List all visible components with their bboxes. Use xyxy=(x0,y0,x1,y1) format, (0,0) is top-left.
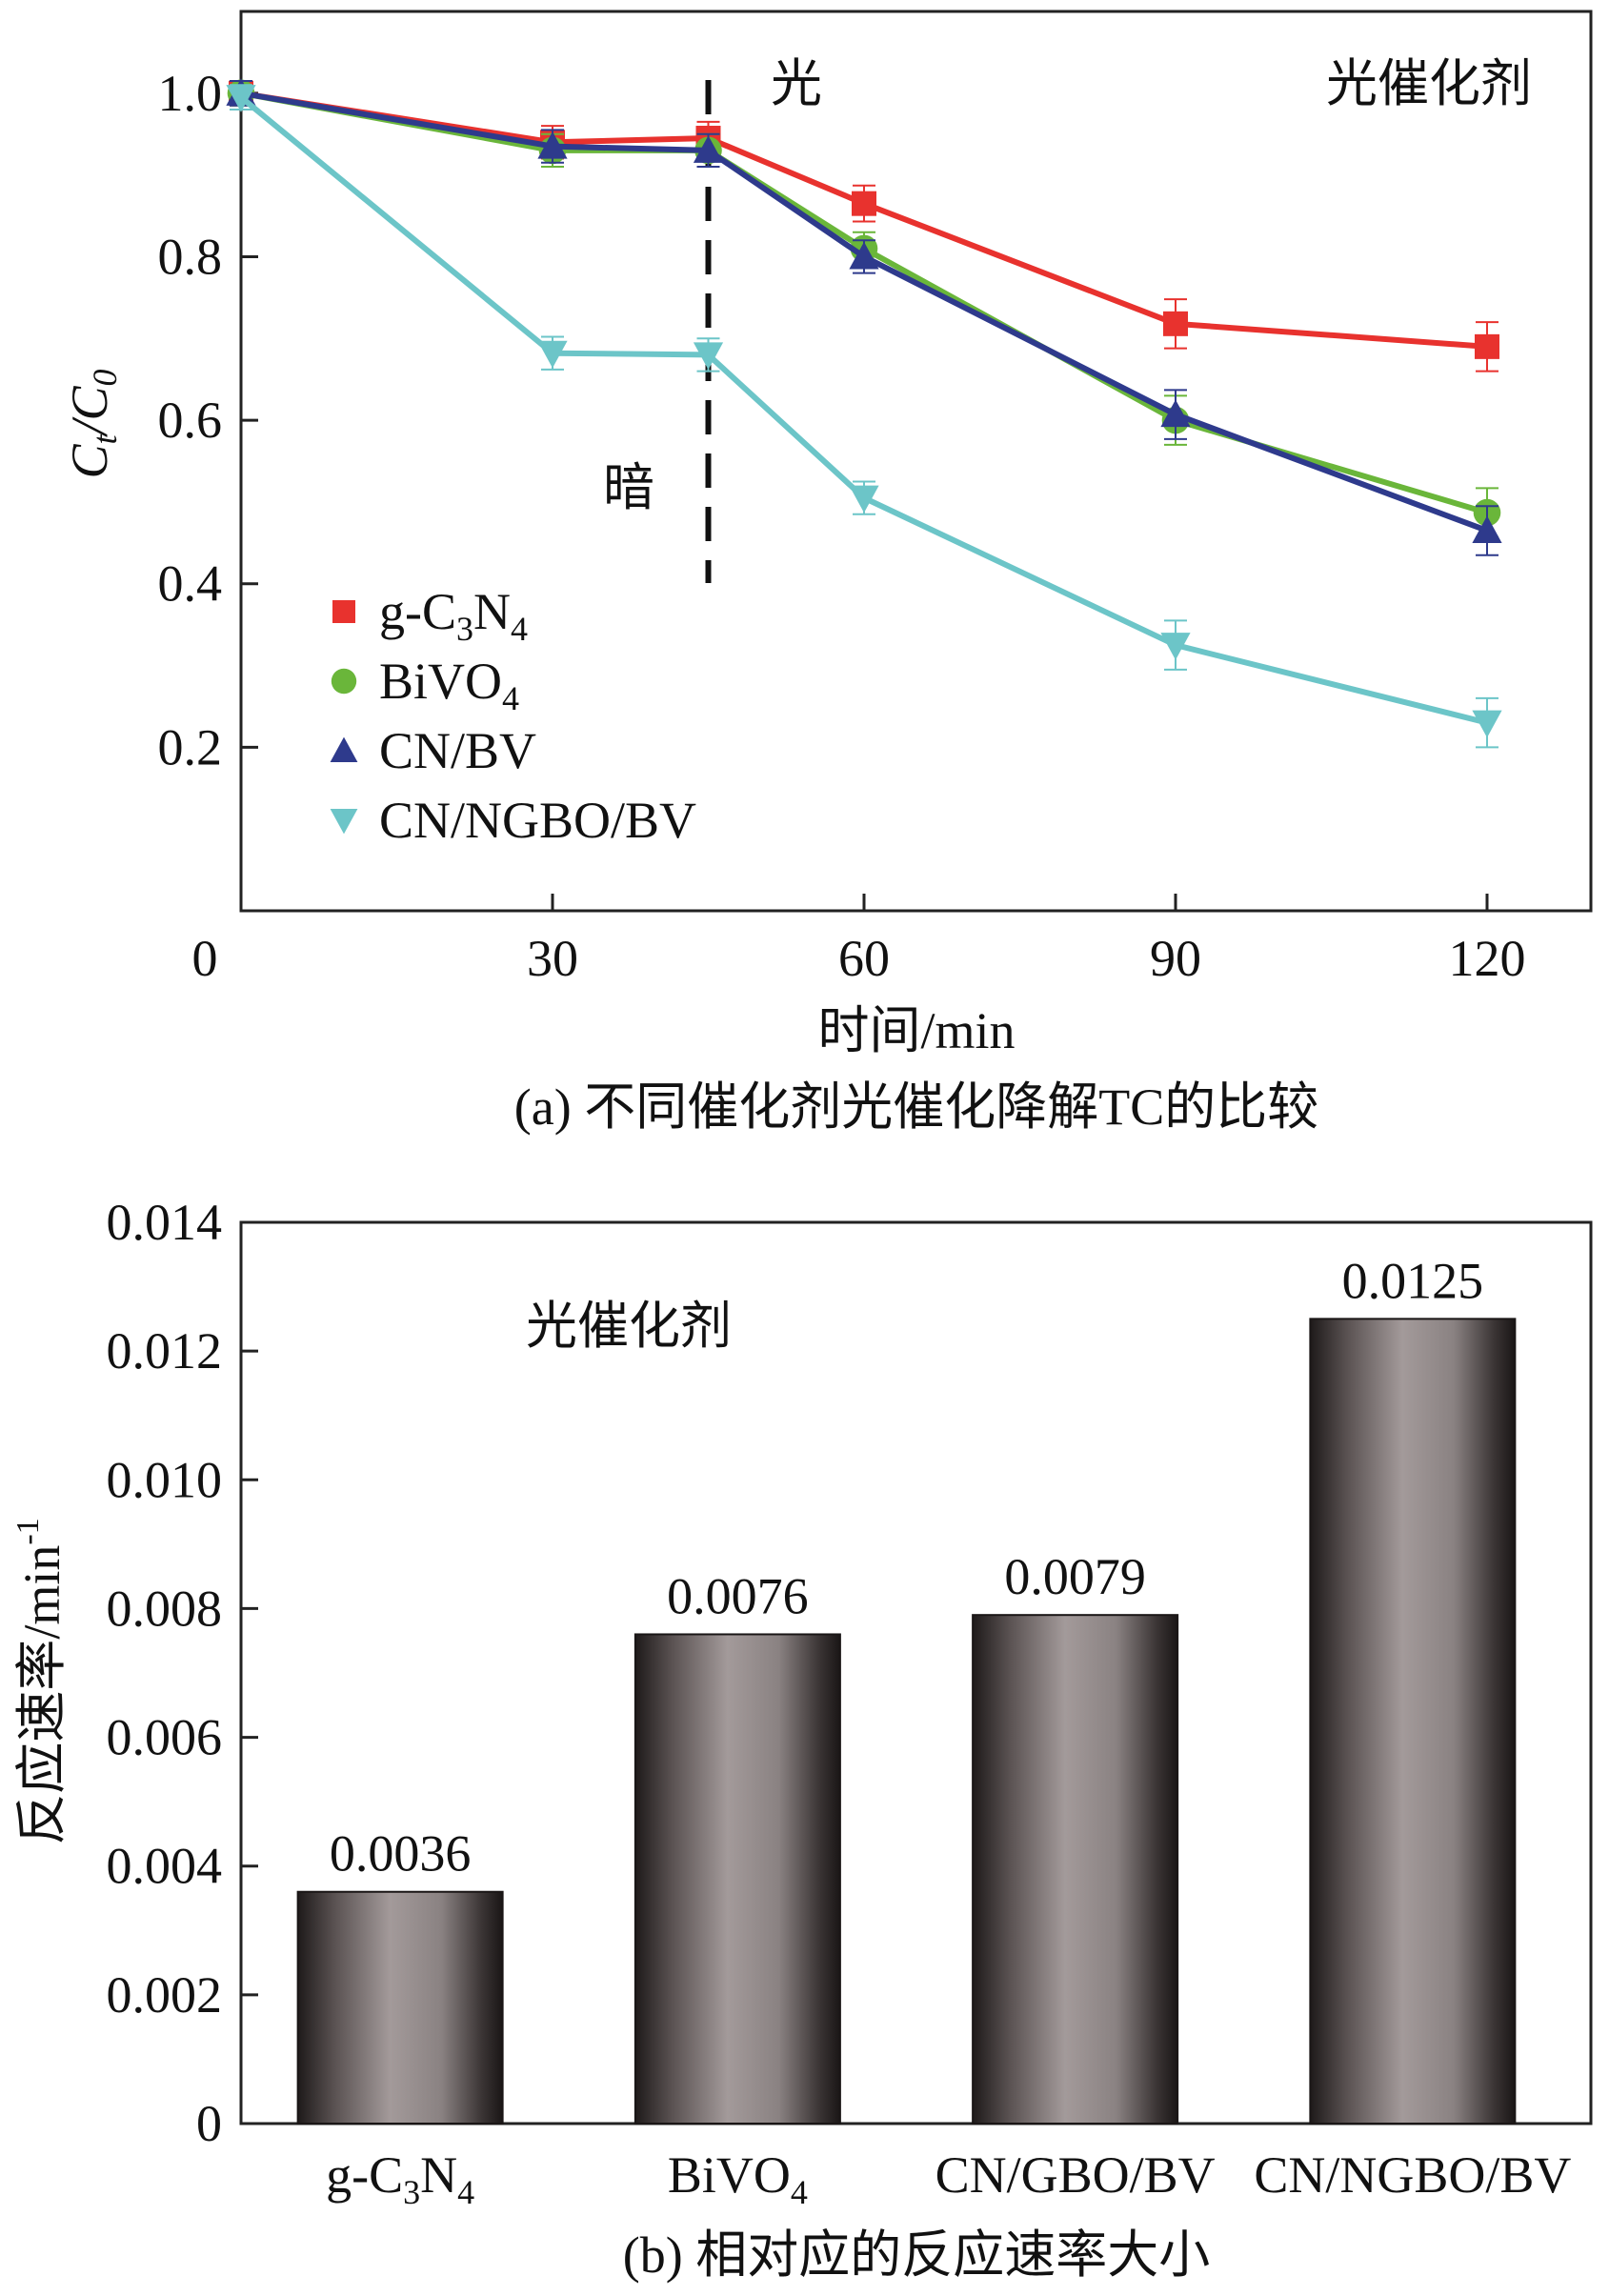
y-axis-label: 反应速率/min-1 xyxy=(10,1518,70,1844)
data-point xyxy=(1472,710,1502,738)
x-axis-label: 时间/min xyxy=(817,1002,1015,1059)
data-point xyxy=(849,241,879,270)
plot-frame xyxy=(239,10,1593,913)
data-point xyxy=(1160,399,1191,428)
data-point xyxy=(1163,311,1188,336)
y-tick-label: 0.004 xyxy=(107,1838,223,1895)
series-cn-bv xyxy=(226,78,1502,556)
y-tick-label: 1.0 xyxy=(158,65,223,122)
legend-marker xyxy=(332,600,355,623)
x-tick-label: 0 xyxy=(192,930,218,987)
x-tick-label: 120 xyxy=(1449,930,1526,987)
caption-b: (b) 相对应的反应速率大小 xyxy=(623,2226,1210,2284)
data-point xyxy=(849,485,879,514)
line-chart-a: 0.2 0.4 0.6 0.8 1.0 0 30 60 90 120 光 光催化剂 暗 g-C3… xyxy=(61,10,1593,1136)
legend-label: g-C3N4 xyxy=(379,583,528,648)
series-line xyxy=(239,94,1488,726)
legend-marker xyxy=(331,668,357,695)
y-tick-label: 0.010 xyxy=(107,1451,223,1508)
bar-value-label: 0.0125 xyxy=(1342,1252,1484,1309)
legend-label: CN/BV xyxy=(379,722,536,779)
y-tick-label: 0.006 xyxy=(107,1709,223,1766)
annotation-photocatalyst: 光催化剂 xyxy=(1326,55,1532,112)
plot-frame xyxy=(239,1220,1593,2125)
y-tick-label: 0 xyxy=(196,2095,222,2152)
bar-chart-b: 0 0.002 0.004 0.006 0.008 0.010 0.012 0.014 0.0… xyxy=(10,1194,1593,2284)
x-tick-label: 60 xyxy=(838,930,890,987)
bar xyxy=(1309,1318,1517,2125)
y-tick-label: 0.002 xyxy=(107,1966,223,2024)
series-bivo4 xyxy=(227,79,1501,538)
legend-label: BiVO4 xyxy=(379,653,519,717)
y-tick-label: 0.008 xyxy=(107,1580,223,1637)
data-point xyxy=(693,342,724,371)
bar-value-label: 0.0036 xyxy=(330,1825,472,1883)
series-line xyxy=(240,90,1488,515)
legend-marker xyxy=(330,809,358,835)
series-line xyxy=(240,90,1488,350)
x-tick-label: 30 xyxy=(527,930,578,987)
annotation-photocatalyst: 光催化剂 xyxy=(526,1298,732,1355)
data-point xyxy=(537,340,568,369)
bar-value-label: 0.0079 xyxy=(1004,1548,1146,1605)
data-point xyxy=(537,131,568,159)
y-axis-label: Ct/C0 xyxy=(61,369,124,478)
annotation-light: 光 xyxy=(771,55,822,112)
legend-label: CN/NGBO/BV xyxy=(379,792,696,849)
data-point xyxy=(1160,633,1191,660)
data-point xyxy=(1475,333,1499,359)
y-tick-label: 0.014 xyxy=(107,1194,223,1251)
bar xyxy=(972,1614,1179,2125)
bar-value-label: 0.0076 xyxy=(667,1567,809,1624)
x-category-label: CN/NGBO/BV xyxy=(1254,2146,1571,2204)
data-point xyxy=(226,85,256,112)
x-category-label: CN/GBO/BV xyxy=(935,2146,1216,2204)
y-tick-label: 0.2 xyxy=(158,718,223,775)
y-tick-label: 0.8 xyxy=(158,228,223,285)
legend-marker xyxy=(330,736,358,762)
data-point xyxy=(693,135,724,163)
bar xyxy=(296,1890,504,2125)
data-point xyxy=(1472,515,1502,543)
x-tick-label: 90 xyxy=(1150,930,1201,987)
bar xyxy=(634,1633,841,2125)
series-cn-ngbo-bv xyxy=(226,84,1502,749)
caption-a: (a) 不同催化剂光催化降解TC的比较 xyxy=(514,1078,1318,1136)
y-tick-label: 0.4 xyxy=(158,555,223,613)
annotation-dark: 暗 xyxy=(603,459,654,516)
x-category-label: g-C3N4 xyxy=(326,2146,474,2211)
series-line xyxy=(240,90,1489,534)
y-tick-label: 0.012 xyxy=(107,1322,223,1380)
data-point xyxy=(852,191,876,216)
x-category-label: BiVO4 xyxy=(668,2146,808,2211)
y-tick-label: 0.6 xyxy=(158,392,223,449)
